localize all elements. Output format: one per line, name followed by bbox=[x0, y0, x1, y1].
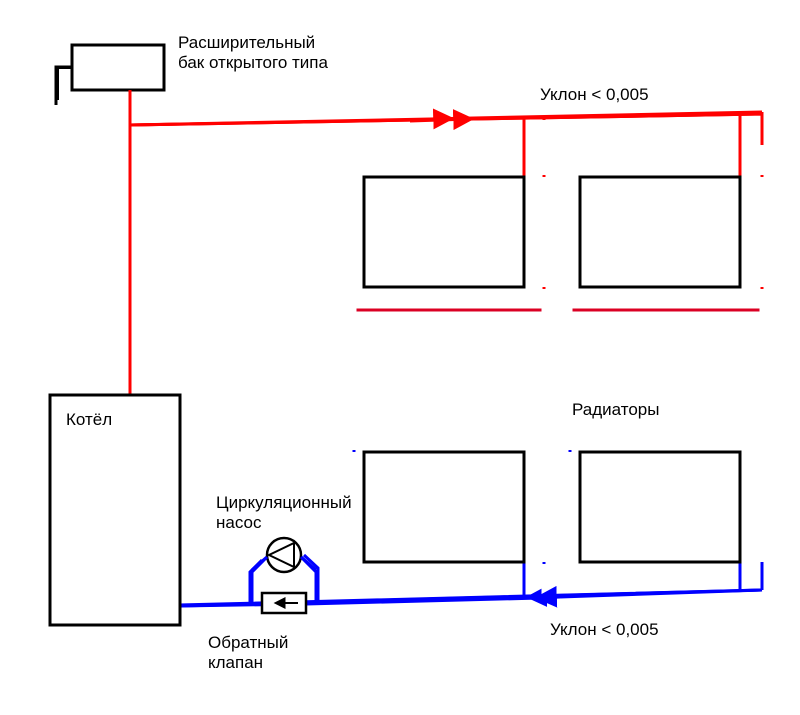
expansion-tank-label: Расширительныйбак открытого типа bbox=[178, 33, 328, 72]
slope-bottom-label: Уклон < 0,005 bbox=[550, 620, 659, 639]
mid-pipes bbox=[354, 287, 762, 452]
check-valve-label: Обратныйклапан bbox=[208, 633, 288, 672]
radiators-label: Радиаторы bbox=[572, 400, 659, 419]
pump-label: Циркуляционныйнасос bbox=[216, 493, 352, 532]
boiler-label: Котёл bbox=[66, 410, 112, 429]
heating-diagram: Расширительныйбак открытого типа Уклон <… bbox=[0, 0, 800, 715]
pump-symbol bbox=[267, 538, 301, 572]
slope-top-label: Уклон < 0,005 bbox=[540, 85, 649, 104]
check-valve-symbol bbox=[262, 593, 306, 613]
